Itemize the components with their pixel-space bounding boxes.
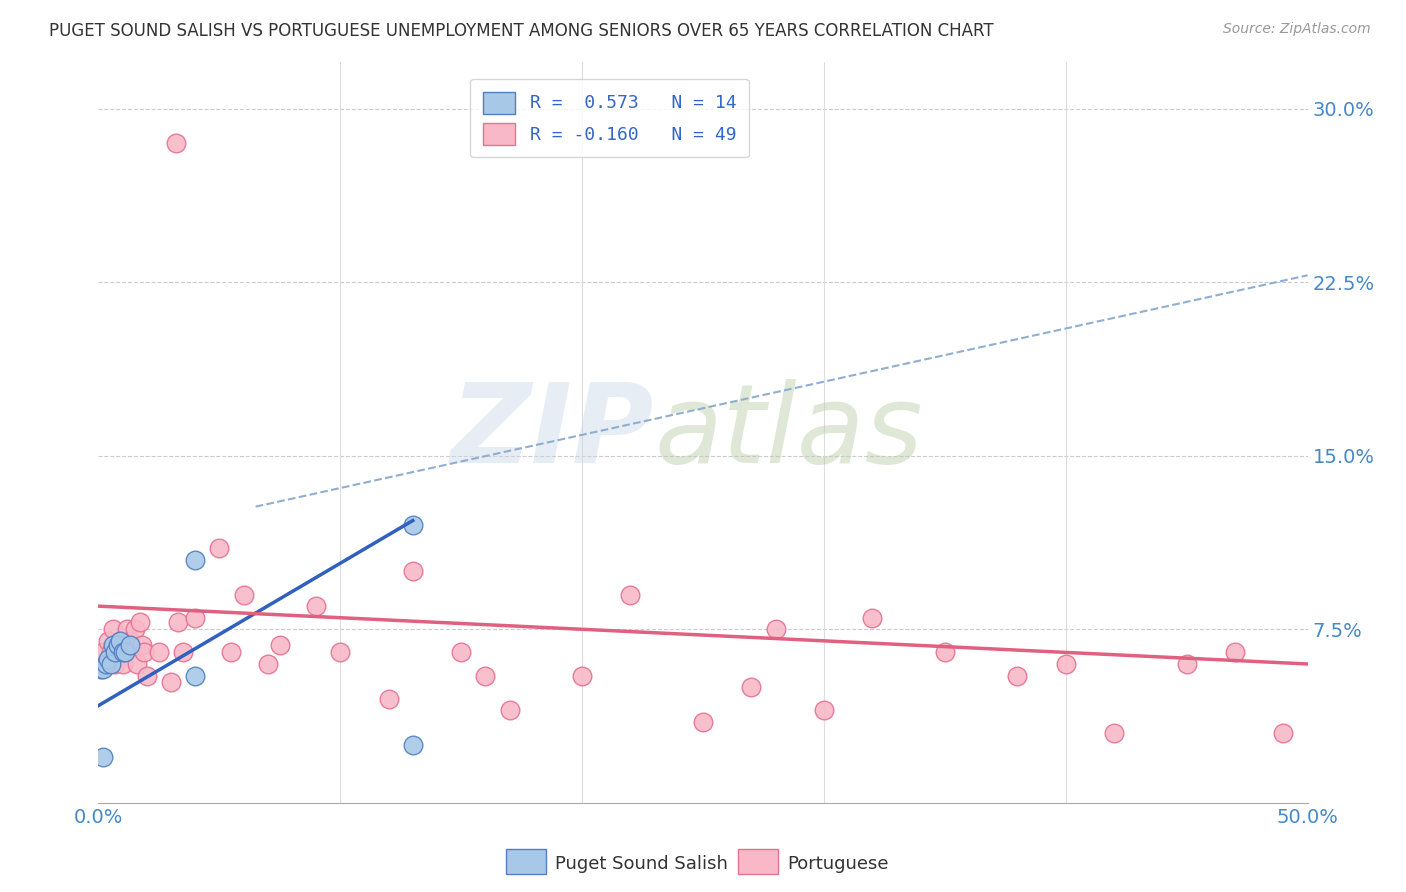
Legend: R =  0.573   N = 14, R = -0.160   N = 49: R = 0.573 N = 14, R = -0.160 N = 49 — [470, 78, 749, 157]
Point — [305, 599, 328, 614]
Point — [90, 662, 112, 676]
Point — [160, 675, 183, 690]
Text: atlas: atlas — [655, 379, 924, 486]
Point — [1102, 726, 1125, 740]
Point — [402, 565, 425, 579]
Point — [619, 588, 641, 602]
Point — [450, 645, 472, 659]
Point — [97, 633, 120, 648]
Point — [91, 662, 114, 676]
Text: Puget Sound Salish: Puget Sound Salish — [555, 855, 728, 873]
Point — [1223, 645, 1246, 659]
Point — [1175, 657, 1198, 671]
Point — [118, 633, 141, 648]
Point — [402, 738, 425, 752]
Text: ZIP: ZIP — [451, 379, 655, 486]
Point — [108, 633, 131, 648]
Point — [101, 639, 124, 653]
Text: Portuguese: Portuguese — [787, 855, 889, 873]
Point — [765, 622, 787, 636]
Point — [91, 749, 114, 764]
Point — [94, 657, 117, 671]
Point — [127, 657, 149, 671]
Point — [114, 639, 136, 653]
Point — [104, 657, 127, 671]
Point — [114, 645, 136, 659]
Point — [97, 652, 120, 666]
Point — [813, 703, 835, 717]
Point — [91, 645, 114, 659]
Point — [232, 588, 254, 602]
Point — [135, 668, 157, 682]
Point — [571, 668, 593, 682]
Point — [101, 622, 124, 636]
Text: PUGET SOUND SALISH VS PORTUGUESE UNEMPLOYMENT AMONG SENIORS OVER 65 YEARS CORREL: PUGET SOUND SALISH VS PORTUGUESE UNEMPLO… — [49, 22, 994, 40]
Point — [498, 703, 520, 717]
Point — [184, 668, 207, 682]
Point — [172, 645, 194, 659]
Point — [111, 657, 134, 671]
Point — [692, 714, 714, 729]
Text: Source: ZipAtlas.com: Source: ZipAtlas.com — [1223, 22, 1371, 37]
Point — [402, 518, 425, 533]
Point — [184, 553, 207, 567]
Point — [184, 610, 207, 624]
Point — [934, 645, 956, 659]
Point — [131, 639, 153, 653]
Point — [107, 639, 129, 653]
Point — [107, 639, 129, 653]
Point — [117, 622, 139, 636]
Point — [128, 615, 150, 630]
Point — [100, 657, 122, 671]
Point — [860, 610, 883, 624]
Point — [167, 615, 190, 630]
Point — [124, 622, 146, 636]
Point — [104, 645, 127, 659]
Point — [329, 645, 352, 659]
Point — [256, 657, 278, 671]
Point — [221, 645, 243, 659]
Point — [377, 691, 399, 706]
Point — [134, 645, 156, 659]
Point — [118, 639, 141, 653]
Point — [1272, 726, 1295, 740]
Point — [474, 668, 496, 682]
Point — [1007, 668, 1029, 682]
Point — [208, 541, 231, 556]
Point — [111, 645, 134, 659]
Point — [100, 645, 122, 659]
Point — [148, 645, 170, 659]
Point — [165, 136, 187, 151]
Point — [269, 639, 291, 653]
Point — [740, 680, 762, 694]
Point — [108, 633, 131, 648]
Point — [1054, 657, 1077, 671]
